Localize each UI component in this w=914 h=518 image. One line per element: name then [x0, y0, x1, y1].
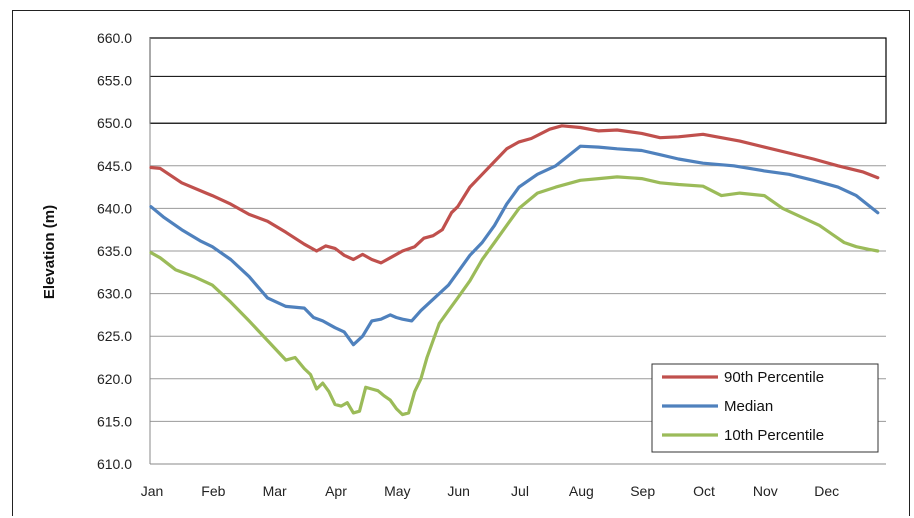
legend-label: 90th Percentile: [724, 369, 824, 386]
series-lines: [149, 124, 880, 417]
x-tick-label: Feb: [201, 483, 225, 499]
x-tick-label: Nov: [753, 483, 778, 499]
y-tick-label: 650.0: [97, 115, 132, 131]
y-tick-label: 635.0: [97, 243, 132, 259]
annotation-box: [149, 37, 887, 124]
x-tick-label: Sep: [630, 483, 655, 499]
x-tick-label: Jan: [141, 483, 164, 499]
x-tick-label: Jul: [511, 483, 529, 499]
y-axis-ticks: 610.0 615.0 620.0 625.0 630.0 635.0 640.0 645.0…: [97, 30, 132, 472]
x-tick-label: May: [384, 483, 410, 499]
legend-label: Median: [724, 398, 773, 415]
x-tick-label: Dec: [814, 483, 839, 499]
y-tick-label: 610.0: [97, 456, 132, 472]
legend-box: [651, 363, 879, 453]
y-tick-label: 660.0: [97, 30, 132, 46]
x-tick-label: Mar: [263, 483, 287, 499]
y-tick-label: 630.0: [97, 286, 132, 302]
legend: 90th Percentile Median 10th Percentile: [651, 363, 879, 453]
x-tick-label: Aug: [569, 483, 594, 499]
series-line-median: [149, 144, 880, 347]
series-line-90th-percentile: [149, 124, 880, 265]
y-tick-label: 620.0: [97, 371, 132, 387]
y-axis-label: Elevation (m): [41, 205, 58, 299]
legend-label: 10th Percentile: [724, 427, 824, 444]
y-tick-label: 645.0: [97, 158, 132, 174]
x-tick-label: Oct: [693, 483, 715, 499]
x-tick-label: Apr: [325, 483, 347, 499]
y-tick-label: 625.0: [97, 328, 132, 344]
x-axis-ticks: Jan Feb Mar Apr May Jun Jul Aug Sep Oct Nov Dec: [141, 483, 839, 499]
x-tick-label: Jun: [447, 483, 470, 499]
y-tick-label: 615.0: [97, 413, 132, 429]
y-tick-label: 655.0: [97, 73, 132, 89]
y-tick-label: 640.0: [97, 200, 132, 216]
series-line-10th-percentile: [149, 175, 880, 417]
